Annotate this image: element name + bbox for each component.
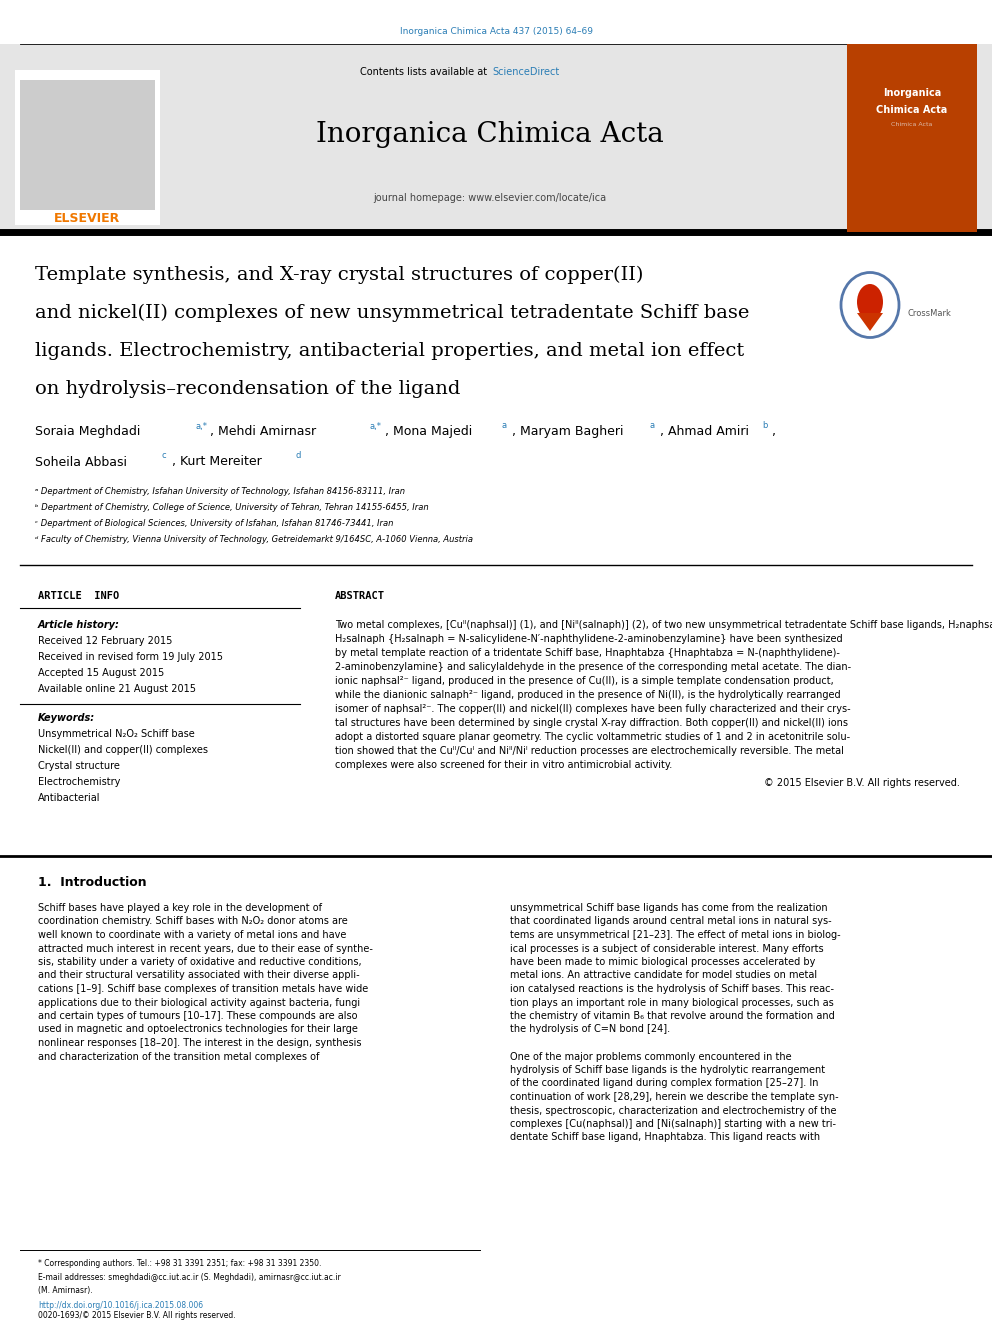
Text: Inorganica Chimica Acta: Inorganica Chimica Acta [316, 122, 664, 148]
Text: Contents lists available at: Contents lists available at [360, 67, 490, 77]
Polygon shape [857, 314, 883, 331]
Text: used in magnetic and optoelectronics technologies for their large: used in magnetic and optoelectronics tec… [38, 1024, 358, 1035]
Text: isomer of naphsal²⁻. The copper(II) and nickel(II) complexes have been fully cha: isomer of naphsal²⁻. The copper(II) and … [335, 704, 850, 714]
Text: Unsymmetrical N₂O₂ Schiff base: Unsymmetrical N₂O₂ Schiff base [38, 729, 194, 740]
Text: the hydrolysis of C=N bond [24].: the hydrolysis of C=N bond [24]. [510, 1024, 671, 1035]
Text: Article history:: Article history: [38, 620, 120, 630]
Text: , Ahmad Amiri: , Ahmad Amiri [660, 426, 749, 438]
Text: Chimica Acta: Chimica Acta [892, 123, 932, 127]
Text: ᵈ Faculty of Chemistry, Vienna University of Technology, Getreidemarkt 9/164SC, : ᵈ Faculty of Chemistry, Vienna Universit… [35, 536, 473, 545]
Text: and nickel(II) complexes of new unsymmetrical tetradentate Schiff base: and nickel(II) complexes of new unsymmet… [35, 304, 749, 321]
Text: ᵃ Department of Chemistry, Isfahan University of Technology, Isfahan 84156-83111: ᵃ Department of Chemistry, Isfahan Unive… [35, 487, 405, 496]
Text: © 2015 Elsevier B.V. All rights reserved.: © 2015 Elsevier B.V. All rights reserved… [764, 778, 960, 789]
Text: a: a [650, 422, 655, 430]
Text: a,*: a,* [370, 422, 382, 430]
Text: ,: , [772, 426, 776, 438]
Text: ion catalysed reactions is the hydrolysis of Schiff bases. This reac-: ion catalysed reactions is the hydrolysi… [510, 984, 834, 994]
Text: and characterization of the transition metal complexes of: and characterization of the transition m… [38, 1052, 319, 1061]
Text: on hydrolysis–recondensation of the ligand: on hydrolysis–recondensation of the liga… [35, 380, 460, 398]
Text: journal homepage: www.elsevier.com/locate/ica: journal homepage: www.elsevier.com/locat… [373, 193, 606, 202]
Text: One of the major problems commonly encountered in the: One of the major problems commonly encou… [510, 1052, 792, 1061]
Text: tal structures have been determined by single crystal X-ray diffraction. Both co: tal structures have been determined by s… [335, 718, 848, 728]
Text: Crystal structure: Crystal structure [38, 761, 120, 771]
Ellipse shape [857, 284, 883, 320]
Text: Available online 21 August 2015: Available online 21 August 2015 [38, 684, 196, 695]
Text: , Kurt Mereiter: , Kurt Mereiter [172, 455, 262, 468]
Text: of the coordinated ligand during complex formation [25–27]. In: of the coordinated ligand during complex… [510, 1078, 818, 1089]
Text: ionic naphsal²⁻ ligand, produced in the presence of Cu(II), is a simple template: ionic naphsal²⁻ ligand, produced in the … [335, 676, 833, 687]
Text: cations [1–9]. Schiff base complexes of transition metals have wide: cations [1–9]. Schiff base complexes of … [38, 984, 368, 994]
Text: c: c [162, 451, 167, 460]
Text: ligands. Electrochemistry, antibacterial properties, and metal ion effect: ligands. Electrochemistry, antibacterial… [35, 343, 744, 360]
Text: , Mehdi Amirnasr: , Mehdi Amirnasr [210, 426, 316, 438]
Text: Soheila Abbasi: Soheila Abbasi [35, 455, 127, 468]
Text: and their structural versatility associated with their diverse appli-: and their structural versatility associa… [38, 971, 360, 980]
Text: * Corresponding authors. Tel.: +98 31 3391 2351; fax: +98 31 3391 2350.: * Corresponding authors. Tel.: +98 31 33… [38, 1258, 321, 1267]
Text: attracted much interest in recent years, due to their ease of synthe-: attracted much interest in recent years,… [38, 943, 373, 954]
Text: , Maryam Bagheri: , Maryam Bagheri [512, 426, 624, 438]
Text: Received 12 February 2015: Received 12 February 2015 [38, 636, 173, 646]
Text: adopt a distorted square planar geometry. The cyclic voltammetric studies of 1 a: adopt a distorted square planar geometry… [335, 732, 850, 742]
Text: tems are unsymmetrical [21–23]. The effect of metal ions in biolog-: tems are unsymmetrical [21–23]. The effe… [510, 930, 840, 941]
Text: Inorganica: Inorganica [883, 89, 941, 98]
Bar [847, 44, 977, 232]
Text: H₂salnaph {H₂salnaph = N-salicylidene-N′-naphthylidene-2-aminobenzylamine} have : H₂salnaph {H₂salnaph = N-salicylidene-N′… [335, 634, 842, 644]
Text: Antibacterial: Antibacterial [38, 792, 100, 803]
Text: Inorganica Chimica Acta 437 (2015) 64–69: Inorganica Chimica Acta 437 (2015) 64–69 [400, 28, 592, 37]
Text: Chimica Acta: Chimica Acta [876, 105, 947, 115]
Text: that coordinated ligands around central metal ions in natural sys-: that coordinated ligands around central … [510, 917, 831, 926]
Text: 1.  Introduction: 1. Introduction [38, 876, 147, 889]
Text: tion plays an important role in many biological processes, such as: tion plays an important role in many bio… [510, 998, 833, 1008]
Text: tion showed that the Cuᴵᴵ/Cuᴵ and Niᴵᴵ/Niᴵ reduction processes are electrochemic: tion showed that the Cuᴵᴵ/Cuᴵ and Niᴵᴵ/N… [335, 746, 844, 755]
Text: Keywords:: Keywords: [38, 713, 95, 722]
Text: ical processes is a subject of considerable interest. Many efforts: ical processes is a subject of considera… [510, 943, 823, 954]
Text: the chemistry of vitamin B₆ that revolve around the formation and: the chemistry of vitamin B₆ that revolve… [510, 1011, 834, 1021]
Text: CrossMark: CrossMark [908, 308, 952, 318]
Bar [20, 79, 155, 210]
Text: a,*: a,* [195, 422, 207, 430]
Text: 0020-1693/© 2015 Elsevier B.V. All rights reserved.: 0020-1693/© 2015 Elsevier B.V. All right… [38, 1311, 236, 1320]
Text: b: b [762, 422, 768, 430]
Text: Electrochemistry: Electrochemistry [38, 777, 120, 787]
Text: ScienceDirect: ScienceDirect [492, 67, 559, 77]
Text: and certain types of tumours [10–17]. These compounds are also: and certain types of tumours [10–17]. Th… [38, 1011, 357, 1021]
Text: dentate Schiff base ligand, Hnaphtabza. This ligand reacts with: dentate Schiff base ligand, Hnaphtabza. … [510, 1132, 820, 1143]
Text: have been made to mimic biological processes accelerated by: have been made to mimic biological proce… [510, 957, 815, 967]
Text: while the dianionic salnaph²⁻ ligand, produced in the presence of Ni(II), is the: while the dianionic salnaph²⁻ ligand, pr… [335, 691, 840, 700]
Bar [0, 44, 992, 232]
Text: well known to coordinate with a variety of metal ions and have: well known to coordinate with a variety … [38, 930, 346, 941]
Text: ELSEVIER: ELSEVIER [54, 212, 120, 225]
Bar [15, 70, 160, 225]
Text: unsymmetrical Schiff base ligands has come from the realization: unsymmetrical Schiff base ligands has co… [510, 904, 827, 913]
Text: nonlinear responses [18–20]. The interest in the design, synthesis: nonlinear responses [18–20]. The interes… [38, 1039, 361, 1048]
Text: ABSTRACT: ABSTRACT [335, 591, 385, 601]
Text: Received in revised form 19 July 2015: Received in revised form 19 July 2015 [38, 652, 223, 662]
Text: sis, stability under a variety of oxidative and reductive conditions,: sis, stability under a variety of oxidat… [38, 957, 362, 967]
Text: complexes [Cu(naphsal)] and [Ni(salnaph)] starting with a new tri-: complexes [Cu(naphsal)] and [Ni(salnaph)… [510, 1119, 836, 1129]
Text: a: a [502, 422, 507, 430]
Text: 2-aminobenzylamine} and salicylaldehyde in the presence of the corresponding met: 2-aminobenzylamine} and salicylaldehyde … [335, 662, 851, 672]
Text: http://dx.doi.org/10.1016/j.ica.2015.08.006: http://dx.doi.org/10.1016/j.ica.2015.08.… [38, 1301, 203, 1310]
Text: Schiff bases have played a key role in the development of: Schiff bases have played a key role in t… [38, 904, 322, 913]
Text: Two metal complexes, [Cuᴵᴵ(naphsal)] (1), and [Niᴵᴵ(salnaph)] (2), of two new un: Two metal complexes, [Cuᴵᴵ(naphsal)] (1)… [335, 620, 992, 630]
Text: , Mona Majedi: , Mona Majedi [385, 426, 472, 438]
Text: applications due to their biological activity against bacteria, fungi: applications due to their biological act… [38, 998, 360, 1008]
Text: Accepted 15 August 2015: Accepted 15 August 2015 [38, 668, 165, 677]
Text: (M. Amirnasr).: (M. Amirnasr). [38, 1286, 92, 1295]
Text: Soraia Meghdadi: Soraia Meghdadi [35, 426, 141, 438]
Text: continuation of work [28,29], herein we describe the template syn-: continuation of work [28,29], herein we … [510, 1091, 838, 1102]
Text: thesis, spectroscopic, characterization and electrochemistry of the: thesis, spectroscopic, characterization … [510, 1106, 836, 1115]
Text: ᶜ Department of Biological Sciences, University of Isfahan, Isfahan 81746-73441,: ᶜ Department of Biological Sciences, Uni… [35, 520, 394, 528]
Text: Nickel(II) and copper(II) complexes: Nickel(II) and copper(II) complexes [38, 745, 208, 755]
Text: d: d [295, 451, 301, 460]
Text: complexes were also screened for their in vitro antimicrobial activity.: complexes were also screened for their i… [335, 759, 673, 770]
Text: ARTICLE  INFO: ARTICLE INFO [38, 591, 119, 601]
Text: Template synthesis, and X-ray crystal structures of copper(II): Template synthesis, and X-ray crystal st… [35, 266, 644, 284]
Text: hydrolysis of Schiff base ligands is the hydrolytic rearrangement: hydrolysis of Schiff base ligands is the… [510, 1065, 825, 1076]
Text: by metal template reaction of a tridentate Schiff base, Hnaphtabza {Hnaphtabza =: by metal template reaction of a tridenta… [335, 648, 840, 658]
Text: coordination chemistry. Schiff bases with N₂O₂ donor atoms are: coordination chemistry. Schiff bases wit… [38, 917, 348, 926]
Text: E-mail addresses: smeghdadi@cc.iut.ac.ir (S. Meghdadi), amirnasr@cc.iut.ac.ir: E-mail addresses: smeghdadi@cc.iut.ac.ir… [38, 1274, 340, 1282]
Text: metal ions. An attractive candidate for model studies on metal: metal ions. An attractive candidate for … [510, 971, 817, 980]
Text: ᵇ Department of Chemistry, College of Science, University of Tehran, Tehran 1415: ᵇ Department of Chemistry, College of Sc… [35, 504, 429, 512]
